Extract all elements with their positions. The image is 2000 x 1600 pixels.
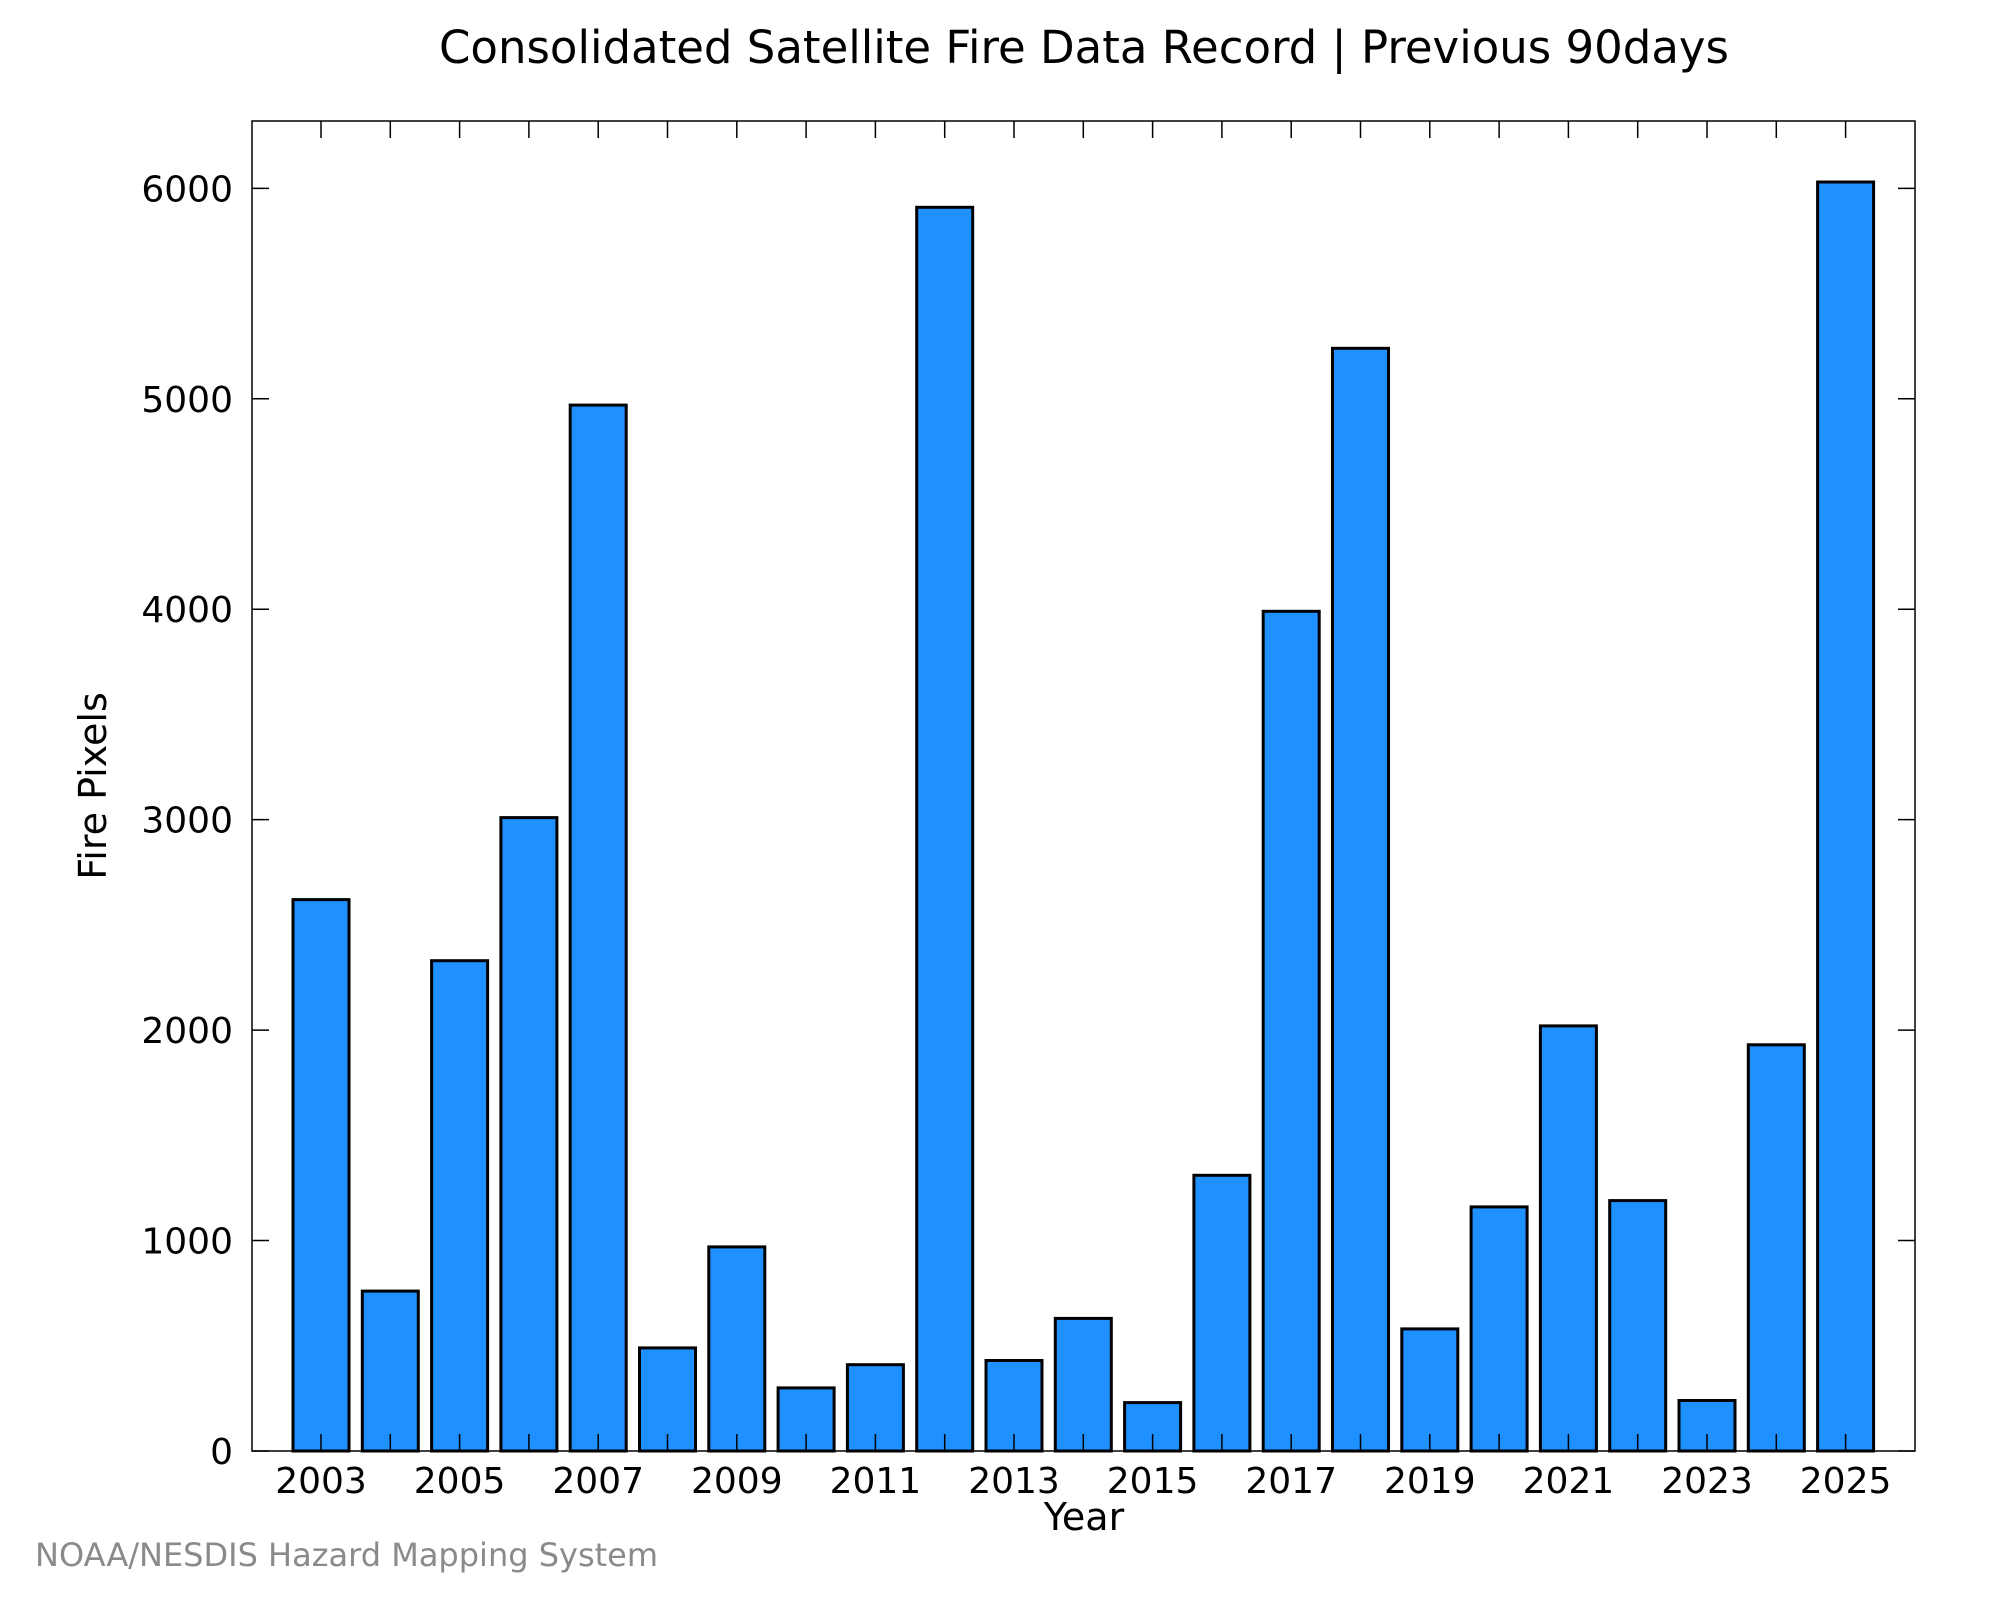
x-tick-label: 2021 — [1523, 1461, 1615, 1502]
y-tick-label: 2000 — [141, 1011, 233, 1052]
bar-2021 — [1538, 1024, 1598, 1453]
bar-2009 — [707, 1245, 767, 1453]
bar-2003 — [291, 898, 351, 1453]
bar-2018 — [1331, 346, 1390, 1453]
bar-2022 — [1608, 1199, 1668, 1453]
bar-2005 — [430, 959, 490, 1453]
bar-2019 — [1400, 1327, 1460, 1453]
bars — [291, 180, 1876, 1453]
bar-2020 — [1469, 1205, 1529, 1453]
y-axis-label: Fire Pixels — [71, 692, 115, 880]
y-tick-label: 1000 — [141, 1222, 233, 1263]
x-tick-label: 2011 — [830, 1461, 922, 1502]
x-tick-label: 2023 — [1661, 1461, 1753, 1502]
x-axis: 2003 2005 2007 2009 2011 2013 2015 2017 2019 2021… — [275, 121, 1891, 1502]
y-axis: 0 1000 2000 3000 4000 5000 6000 — [141, 169, 1915, 1473]
y-tick-label: 0 — [210, 1432, 233, 1473]
x-tick-label: 2013 — [968, 1461, 1060, 1502]
x-tick-label: 2009 — [691, 1461, 783, 1502]
bar-2017 — [1261, 609, 1321, 1453]
x-tick-label: 2017 — [1245, 1461, 1337, 1502]
bar-2024 — [1746, 1043, 1806, 1453]
bar-2012 — [915, 205, 975, 1453]
chart-title: Consolidated Satellite Fire Data Record … — [439, 21, 1729, 74]
x-tick-label: 2005 — [414, 1461, 506, 1502]
y-tick-label: 4000 — [141, 590, 233, 631]
y-tick-label: 3000 — [141, 801, 233, 842]
x-tick-label: 2007 — [552, 1461, 644, 1502]
bar-2014 — [1053, 1316, 1113, 1453]
x-tick-label: 2003 — [275, 1461, 367, 1502]
bar-2006 — [499, 816, 559, 1453]
y-tick-label: 5000 — [141, 380, 233, 421]
bar-2025 — [1816, 180, 1876, 1453]
bar-2007 — [568, 403, 628, 1453]
bar-2016 — [1192, 1173, 1252, 1453]
x-tick-label: 2025 — [1800, 1461, 1892, 1502]
x-tick-label: 2015 — [1107, 1461, 1199, 1502]
bar-2004 — [360, 1289, 420, 1453]
x-tick-label: 2019 — [1384, 1461, 1476, 1502]
source-credit: NOAA/NESDIS Hazard Mapping System — [35, 1536, 659, 1574]
x-axis-label: Year — [1043, 1495, 1125, 1539]
y-tick-label: 6000 — [141, 169, 233, 210]
